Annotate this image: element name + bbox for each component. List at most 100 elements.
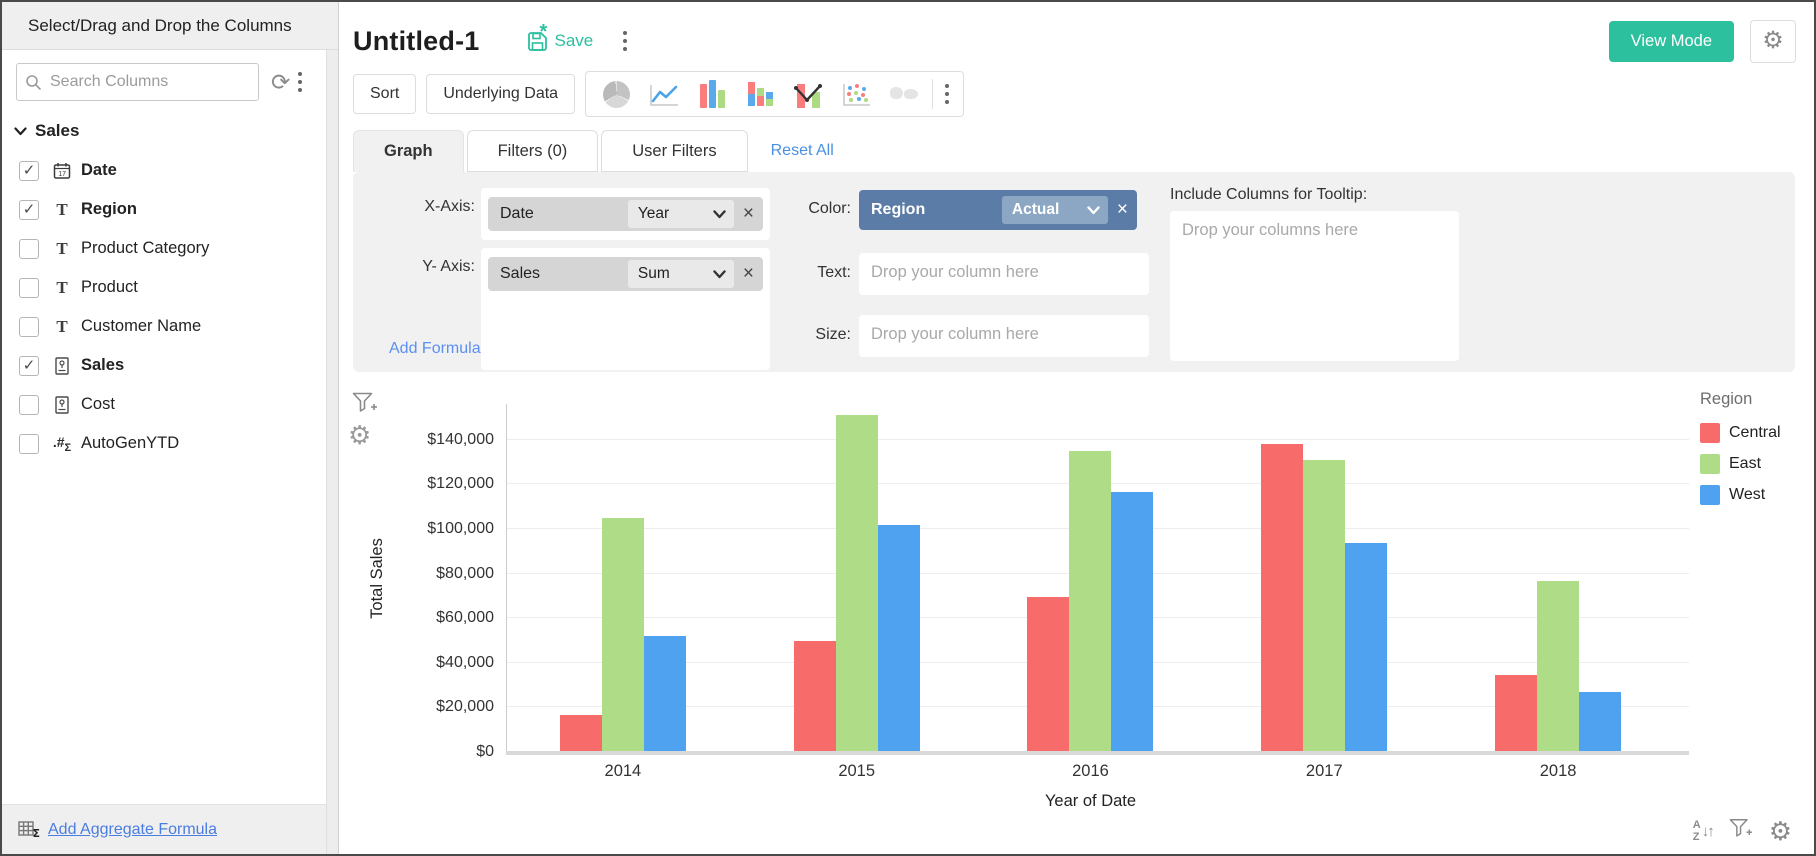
y-axis-pill[interactable]: Sales Sum × <box>488 257 763 291</box>
legend-item-central[interactable]: Central <box>1700 423 1781 443</box>
column-label: AutoGenYTD <box>81 434 180 452</box>
bar-west-2017[interactable] <box>1345 543 1388 752</box>
map-chart-icon[interactable] <box>880 74 928 114</box>
bar-west-2014[interactable] <box>643 636 686 752</box>
sidebar-more-icon[interactable] <box>290 68 310 96</box>
stacked-bar-chart-icon[interactable] <box>736 74 784 114</box>
remove-y-axis-icon[interactable]: × <box>742 263 754 284</box>
bar-central-2016[interactable] <box>1027 597 1070 752</box>
report-title[interactable]: Untitled-1 <box>353 25 480 56</box>
sort-az-icon[interactable]: A Z ↓↑ <box>1692 818 1715 843</box>
column-item-sales[interactable]: ✓ Sales <box>2 346 338 385</box>
sidebar-scrollbar[interactable] <box>326 50 338 854</box>
add-aggregate-formula-link[interactable]: Add Aggregate Formula <box>48 820 217 838</box>
underlying-data-button[interactable]: Underlying Data <box>426 74 576 114</box>
column-label: Cost <box>81 395 115 413</box>
sidebar-title: Select/Drag and Drop the Columns <box>2 2 338 50</box>
bar-west-2015[interactable] <box>877 524 920 752</box>
size-dropzone[interactable]: Drop your column here <box>859 315 1149 357</box>
chevron-down-icon <box>713 209 726 218</box>
chart-settings-icon[interactable]: ⚙ <box>348 420 372 450</box>
filter-add-icon[interactable] <box>1729 818 1753 844</box>
sort-button[interactable]: Sort <box>353 74 417 114</box>
column-label: Date <box>81 161 117 179</box>
column-checkbox[interactable] <box>19 238 39 259</box>
legend-title: Region <box>1700 390 1753 408</box>
legend-swatch <box>1700 485 1720 505</box>
settings-button[interactable]: ⚙ <box>1750 19 1796 63</box>
chart-filter-icon[interactable] <box>352 392 378 418</box>
x-axis-pill[interactable]: Date Year × <box>488 197 763 231</box>
y-tick-label: $120,000 <box>427 475 494 493</box>
legend-item-west[interactable]: West <box>1700 485 1781 505</box>
column-item-customer-name[interactable]: T Customer Name <box>2 307 338 346</box>
chart-toolbar: Sort Underlying Data <box>339 70 1814 118</box>
view-mode-button[interactable]: View Mode <box>1608 20 1734 62</box>
column-item-date[interactable]: ✓ 17 Date <box>2 151 338 190</box>
refresh-icon[interactable]: ⟳ <box>271 68 291 95</box>
bar-central-2017[interactable] <box>1261 444 1304 752</box>
bar-central-2014[interactable] <box>559 715 602 752</box>
bar-west-2016[interactable] <box>1111 492 1154 752</box>
remove-x-axis-icon[interactable]: × <box>742 203 754 224</box>
column-checkbox[interactable] <box>19 316 39 337</box>
table-group-sales[interactable]: Sales <box>2 109 338 147</box>
legend-swatch <box>1700 423 1720 443</box>
line-chart-icon[interactable] <box>640 74 688 114</box>
column-item-product[interactable]: T Product <box>2 268 338 307</box>
add-formula-link[interactable]: Add Formula <box>389 340 481 357</box>
y-axis-aggregation-select[interactable]: Sum <box>627 260 734 288</box>
tab-filters[interactable]: Filters (0) <box>466 130 599 172</box>
column-checkbox[interactable]: ✓ <box>19 199 39 220</box>
color-pill[interactable]: Region Actual × <box>859 190 1137 230</box>
chart-type-group <box>585 71 965 117</box>
report-more-icon[interactable] <box>615 27 635 55</box>
bar-east-2018[interactable] <box>1537 581 1580 752</box>
number-icon <box>51 395 73 414</box>
bar-group-2014 <box>506 404 740 752</box>
bar-central-2015[interactable] <box>793 640 836 752</box>
bar-east-2015[interactable] <box>835 415 878 752</box>
legend-items: Central East West <box>1700 423 1781 505</box>
column-checkbox[interactable] <box>19 277 39 298</box>
x-axis-field-box: Date Year × <box>481 188 770 240</box>
sidebar-footer: Σ Add Aggregate Formula <box>2 804 327 854</box>
text-dropzone[interactable]: Drop your column here <box>859 253 1149 295</box>
combo-chart-icon[interactable] <box>784 74 832 114</box>
column-item-autogenytd[interactable]: .#Σ AutoGenYTD <box>2 424 338 463</box>
color-aggregation-select[interactable]: Actual <box>1001 196 1108 224</box>
gear-icon: ⚙ <box>1762 27 1784 54</box>
legend-item-east[interactable]: East <box>1700 454 1781 474</box>
chart-corner-tools: A Z ↓↑ ⚙ <box>1693 818 1792 844</box>
tab-user-filters[interactable]: User Filters <box>601 130 748 172</box>
bar-east-2014[interactable] <box>601 517 644 752</box>
chevron-down-icon <box>713 269 726 278</box>
y-tick-label: $0 <box>476 743 494 760</box>
column-checkbox[interactable]: ✓ <box>19 355 39 376</box>
column-item-product-category[interactable]: T Product Category <box>2 229 338 268</box>
bar-central-2018[interactable] <box>1495 675 1538 752</box>
column-checkbox[interactable]: ✓ <box>19 160 39 181</box>
pie-chart-icon[interactable] <box>592 74 640 114</box>
column-checkbox[interactable] <box>19 433 39 454</box>
x-axis-title: Year of Date <box>1044 792 1137 810</box>
tab-graph[interactable]: Graph <box>353 130 464 172</box>
column-checkbox[interactable] <box>19 394 39 415</box>
save-button[interactable]: * Save <box>526 21 593 53</box>
tooltip-dropzone[interactable]: Drop your columns here <box>1170 211 1459 361</box>
search-box[interactable] <box>16 63 259 101</box>
bar-west-2018[interactable] <box>1579 691 1622 752</box>
x-axis-aggregation-select[interactable]: Year <box>627 200 734 228</box>
bar-east-2017[interactable] <box>1303 459 1346 752</box>
bar-east-2016[interactable] <box>1069 450 1112 752</box>
bar-chart-icon[interactable] <box>688 74 736 114</box>
save-icon <box>527 31 547 51</box>
column-item-cost[interactable]: Cost <box>2 385 338 424</box>
column-item-region[interactable]: ✓ T Region <box>2 190 338 229</box>
more-chart-types-icon[interactable] <box>937 80 957 108</box>
remove-color-icon[interactable]: × <box>1116 199 1128 220</box>
reset-all-link[interactable]: Reset All <box>770 142 834 159</box>
chart-options-gear-icon[interactable]: ⚙ <box>1768 816 1792 846</box>
search-input[interactable] <box>50 73 250 91</box>
scatter-chart-icon[interactable] <box>832 74 880 114</box>
